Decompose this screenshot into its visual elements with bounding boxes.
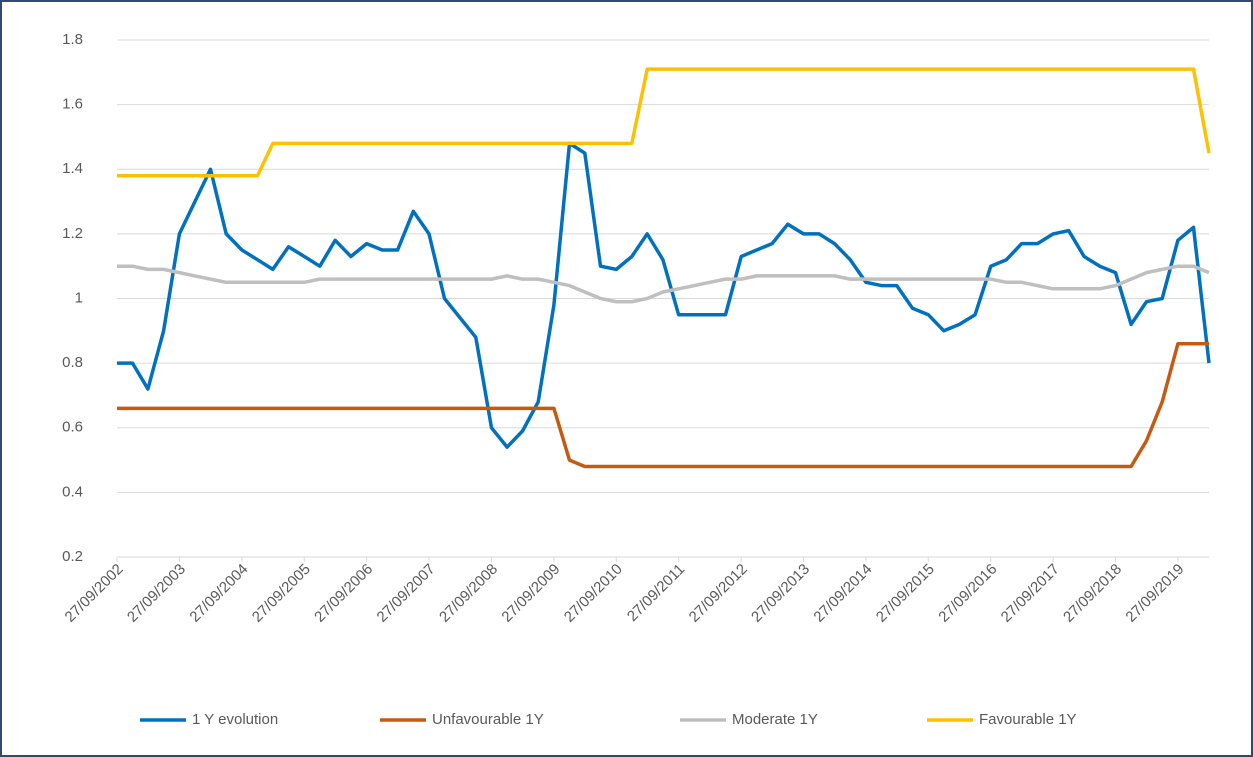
y-tick-label: 0.8 [62, 354, 83, 371]
y-tick-label: 1.2 [62, 225, 83, 242]
legend-label: Moderate 1Y [732, 711, 818, 728]
y-tick-label: 0.6 [62, 419, 83, 436]
series-line [117, 141, 1211, 449]
y-tick-label: 1.8 [62, 31, 83, 48]
y-tick-label: 1.4 [62, 160, 83, 177]
legend-label: 1 Y evolution [192, 711, 278, 728]
y-tick-label: 1.6 [62, 96, 83, 113]
y-tick-label: 0.2 [62, 548, 83, 565]
y-tick-label: 0.4 [62, 483, 83, 500]
series-line [117, 67, 1211, 178]
legend-label: Favourable 1Y [979, 711, 1077, 728]
series-line [117, 264, 1210, 304]
y-tick-label: 1 [75, 289, 83, 306]
legend-label: Unfavourable 1Y [432, 711, 544, 728]
series-line [117, 341, 1209, 469]
